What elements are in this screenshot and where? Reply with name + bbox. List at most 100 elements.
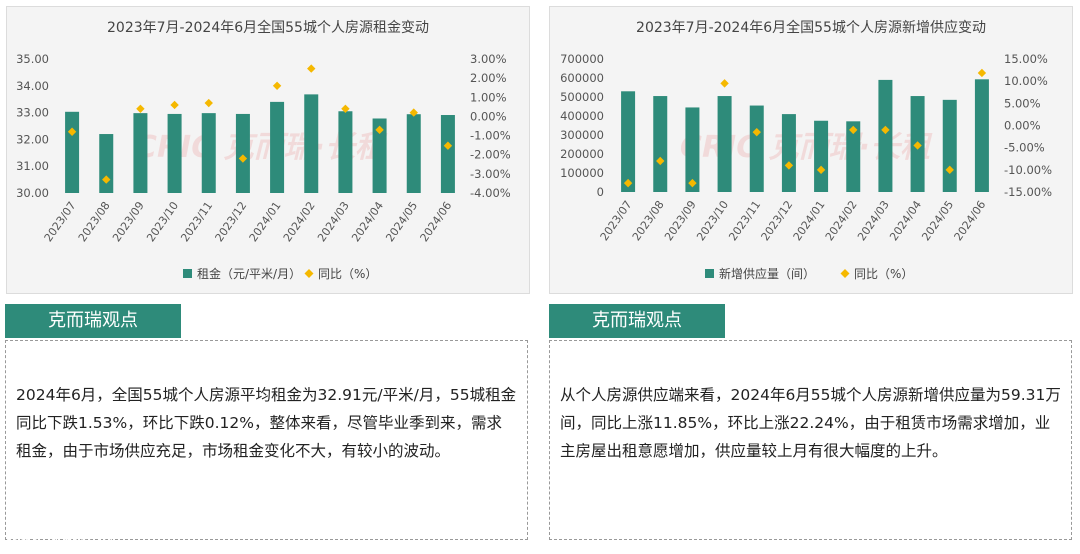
view-text-left: 2024年6月，全国55城个人房源平均租金为32.91元/平米/月，55城租金同… (5, 340, 528, 540)
legend-label: 同比（%） (318, 267, 377, 281)
x-tick-label: 2024/06 (952, 198, 989, 243)
y-left-tick: 400000 (560, 109, 604, 123)
bar (942, 99, 957, 192)
yoy-marker (656, 156, 665, 166)
view-header-left: 克而瑞观点 (5, 304, 181, 337)
bar (781, 114, 796, 192)
x-tick-label: 2024/03 (315, 199, 352, 244)
y-left-tick: 500000 (560, 90, 604, 104)
y-right-tick: -1.00% (470, 129, 511, 143)
bar (235, 113, 250, 193)
yoy-marker (272, 81, 282, 90)
y-left-tick: 600000 (560, 71, 604, 85)
bar (749, 105, 764, 192)
y-right-tick: 15.00% (1004, 52, 1048, 66)
bar (717, 96, 732, 192)
y-right-tick: -5.00% (1004, 141, 1045, 155)
x-tick-label: 2024/04 (349, 199, 386, 244)
y-left-tick: 35.00 (16, 52, 49, 66)
bar (167, 113, 182, 193)
bar (406, 114, 421, 193)
legend-swatch-bar (183, 269, 192, 278)
y-right-tick: -10.00% (1004, 163, 1052, 177)
bar (338, 111, 353, 193)
y-left-tick: 200000 (560, 147, 604, 161)
y-right-tick: -15.00% (1004, 185, 1052, 199)
y-right-tick: -3.00% (470, 167, 511, 181)
x-tick-label: 2023/07 (598, 198, 635, 243)
yoy-marker (204, 98, 213, 108)
x-tick-label: 2024/04 (887, 198, 924, 243)
x-tick-label: 2023/09 (662, 198, 699, 243)
chart-title: 2023年7月-2024年6月全国55城个人房源租金变动 (107, 19, 429, 36)
bar (201, 113, 216, 193)
x-tick-label: 2023/12 (759, 198, 796, 243)
y-right-tick: -2.00% (470, 148, 511, 162)
bar (65, 111, 80, 193)
y-left-tick: 700000 (560, 52, 604, 66)
yoy-marker (752, 127, 761, 137)
yoy-marker (170, 100, 179, 110)
legend-label: 租金（元/平米/月） (197, 266, 301, 281)
bar (878, 79, 893, 192)
yoy-marker (238, 154, 248, 163)
yoy-marker (341, 104, 350, 113)
x-tick-label: 2023/11 (178, 199, 215, 244)
y-right-tick: 0.00% (1004, 119, 1041, 133)
bar (814, 120, 829, 192)
y-left-tick: 32.00 (16, 132, 49, 146)
yoy-marker (409, 108, 418, 117)
yoy-marker (375, 125, 384, 135)
supply-chart-panel: 2023年7月-2024年6月全国55城个人房源新增供应变动 CRIC 克而瑞·长… (549, 6, 1073, 294)
bar (304, 94, 319, 193)
x-tick-label: 2024/05 (383, 199, 420, 244)
x-tick-label: 2023/10 (144, 199, 181, 244)
bar (372, 118, 387, 193)
bar (685, 107, 700, 192)
legend-swatch-marker (840, 269, 850, 278)
yoy-marker (67, 127, 77, 136)
yoy-marker (849, 125, 858, 135)
y-left-tick: 30.00 (16, 186, 49, 200)
y-right-tick: 5.00% (1004, 96, 1041, 110)
y-right-tick: 10.00% (1004, 74, 1048, 88)
y-right-tick: -4.00% (470, 186, 511, 200)
bar (846, 121, 861, 192)
x-tick-label: 2024/02 (281, 199, 318, 244)
brand-label: 大数跨境 (46, 528, 114, 549)
bar (99, 134, 114, 193)
y-right-tick: 2.00% (470, 71, 507, 85)
legend-label: 新增供应量（间） (719, 266, 815, 281)
bar (653, 96, 668, 192)
x-tick-label: 2023/12 (213, 199, 250, 244)
legend-label: 同比（%） (854, 267, 913, 281)
y-right-tick: 0.00% (470, 109, 507, 123)
y-left-tick: 34.00 (16, 79, 49, 93)
legend-swatch-marker (304, 269, 314, 278)
yoy-marker (720, 79, 729, 88)
yoy-marker (307, 64, 316, 73)
y-right-tick: 3.00% (470, 52, 507, 66)
view-header-right: 克而瑞观点 (549, 304, 725, 337)
bar (440, 115, 455, 193)
header-underline-right (549, 336, 725, 338)
brand-logo-icon (7, 529, 38, 543)
bar (270, 101, 285, 193)
y-left-tick: 31.00 (16, 159, 49, 173)
y-left-tick: 100000 (560, 166, 604, 180)
yoy-marker (102, 175, 111, 184)
bar (133, 113, 148, 193)
rent-chart-panel: 2023年7月-2024年6月全国55城个人房源租金变动 CRIC 克而瑞·长租 3… (6, 6, 530, 294)
x-tick-label: 2023/07 (42, 199, 79, 244)
x-tick-label: 2024/02 (823, 198, 860, 243)
x-tick-label: 2024/05 (919, 198, 956, 243)
yoy-marker (945, 165, 954, 175)
brand-mark: 大数跨境 (6, 523, 114, 549)
x-tick-label: 2024/06 (418, 199, 455, 244)
y-right-tick: 1.00% (470, 90, 507, 104)
x-tick-label: 2024/01 (791, 198, 828, 243)
x-tick-label: 2024/03 (855, 198, 892, 243)
x-tick-label: 2023/09 (110, 199, 147, 244)
y-left-tick: 300000 (560, 128, 604, 142)
